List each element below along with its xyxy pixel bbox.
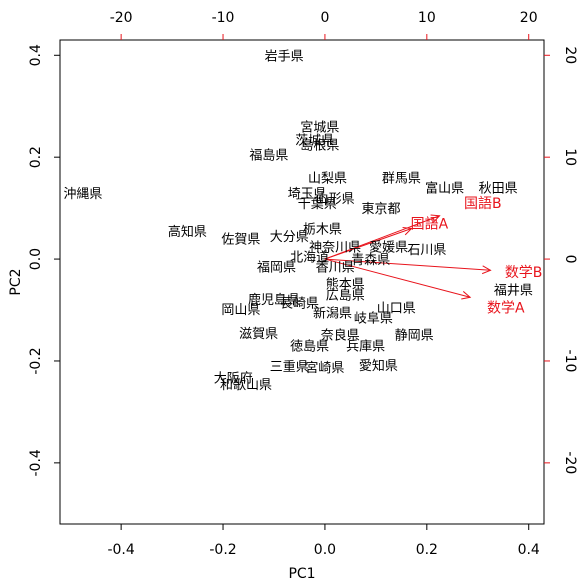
arrow-head (402, 227, 413, 236)
point-label: 大阪府 (214, 371, 253, 386)
top-tick-label: 0 (320, 10, 329, 26)
point-label: 兵庫県 (346, 340, 385, 355)
y-tick-label: 0.2 (28, 146, 44, 168)
point-label: 奈良県 (321, 327, 360, 343)
right-axis: -20 -10 0 10 20 (544, 46, 578, 474)
x-tick-label: 0.2 (416, 542, 438, 558)
top-axis: -20 -10 0 10 20 (110, 10, 538, 40)
variable-labels: 国語B 国語A 数学B 数学A (411, 196, 543, 316)
point-label: 青森県 (351, 253, 390, 268)
point-label: 静岡県 (395, 328, 434, 343)
point-label: 福島県 (249, 149, 288, 164)
right-tick-label: 10 (562, 148, 578, 166)
point-label: 千葉県 (298, 197, 337, 212)
right-tick-label: 0 (562, 255, 578, 264)
top-tick-label: -10 (212, 10, 235, 26)
point-label: 三重県 (270, 359, 309, 375)
point-label: 山口県 (377, 301, 416, 316)
y-tick-label: -0.4 (28, 449, 44, 476)
x-tick-label: -0.4 (107, 542, 134, 558)
left-axis: -0.4 -0.2 0.0 0.2 0.4 (28, 44, 60, 477)
loading-arrow (324, 228, 412, 260)
point-label: 福井県 (494, 284, 533, 299)
y-tick-label: 0.0 (28, 248, 44, 270)
point-label: 宮崎県 (305, 360, 344, 376)
point-label: 北海道 (290, 251, 329, 266)
loading-arrows (324, 214, 492, 300)
bottom-axis: -0.4 -0.2 0.0 0.2 0.4 (107, 524, 540, 558)
y-tick-label: -0.2 (28, 347, 44, 374)
plot-frame (59, 39, 545, 525)
point-label: 徳島県 (290, 340, 329, 355)
point-label: 石川県 (407, 243, 446, 258)
top-tick-label: 10 (418, 10, 436, 26)
x-tick-label: 0.0 (314, 542, 336, 558)
point-label: 新潟県 (313, 306, 352, 322)
variable-label: 数学B (505, 265, 543, 281)
point-label: 鹿児島県 (248, 292, 300, 308)
loading-arrow (324, 258, 471, 298)
variable-label: 数学A (487, 300, 525, 316)
point-label: 宮城県 (300, 120, 339, 136)
x-tick-label: -0.2 (209, 542, 236, 558)
point-label: 群馬県 (382, 172, 421, 187)
point-label: 広島県 (326, 289, 365, 304)
point-label: 秋田県 (479, 182, 518, 197)
point-label: 岡山県 (221, 303, 260, 318)
point-label: 長崎県 (280, 296, 319, 311)
right-tick-label: 20 (562, 46, 578, 64)
point-label: 沖縄県 (63, 187, 102, 202)
x-tick-label: 0.4 (518, 542, 540, 558)
point-label: 和歌山県 (220, 378, 272, 393)
point-label: 岩手県 (265, 49, 304, 64)
point-label: 富山県 (425, 181, 464, 197)
point-label: 栃木県 (303, 223, 342, 238)
arrow-head (481, 265, 492, 275)
top-tick-label: -20 (110, 10, 133, 26)
point-label: 山形県 (316, 192, 355, 207)
point-label: 大分県 (270, 230, 309, 245)
top-tick-label: 20 (520, 10, 538, 26)
x-axis-title: PC1 (288, 566, 315, 582)
loading-arrow (324, 258, 491, 271)
point-label: 福岡県 (257, 261, 296, 276)
point-label: 島根県 (300, 138, 339, 153)
point-label: 滋賀県 (239, 327, 278, 342)
point-label: 愛知県 (359, 358, 398, 374)
point-label: 埼玉県 (288, 187, 327, 202)
point-label: 愛媛県 (369, 240, 408, 255)
point-label: 高知県 (168, 224, 207, 240)
arrow-head (430, 214, 441, 223)
point-label: 茨城県 (295, 133, 334, 148)
point-label: 熊本県 (326, 277, 365, 293)
arrow-head (461, 291, 472, 300)
right-tick-label: -20 (562, 451, 578, 474)
point-label: 東京都 (361, 201, 400, 217)
variable-label: 国語B (464, 196, 502, 212)
point-label: 山梨県 (308, 172, 347, 187)
point-label: 香川県 (316, 261, 355, 276)
variable-label: 国語A (411, 216, 449, 232)
right-tick-label: -10 (562, 350, 578, 373)
point-label: 佐賀県 (221, 233, 260, 248)
point-label: 岐阜県 (354, 311, 393, 327)
point-label: 神奈川県 (309, 240, 361, 255)
y-tick-label: 0.4 (28, 44, 44, 66)
y-axis-title: PC2 (8, 268, 24, 295)
